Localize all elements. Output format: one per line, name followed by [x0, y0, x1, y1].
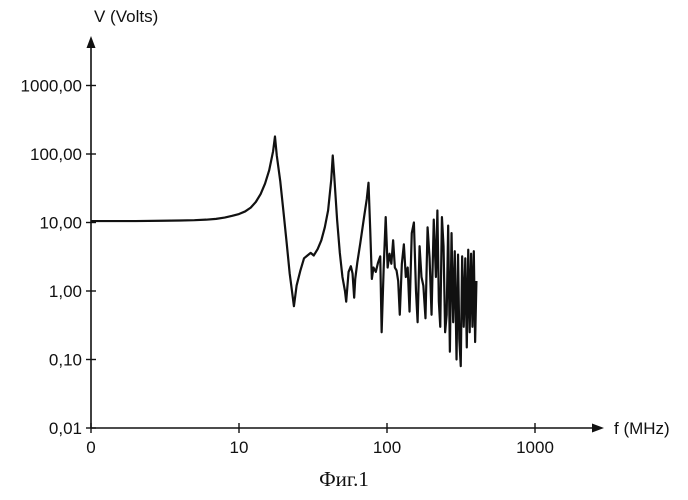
x-axis: [91, 424, 604, 433]
x-tick-label: 10: [230, 438, 249, 457]
y-axis: [87, 36, 96, 428]
x-tick-label: 1000: [516, 438, 554, 457]
y-axis-arrow: [87, 36, 96, 48]
y-tick-label: 100,00: [30, 145, 82, 164]
y-tick-label: 1000,00: [21, 77, 82, 96]
y-tick-label: 10,00: [39, 214, 82, 233]
series-group: [91, 137, 476, 367]
x-tick-label: 100: [373, 438, 401, 457]
y-axis-title: V (Volts): [94, 7, 158, 26]
x-axis-title: f (MHz): [614, 419, 670, 438]
x-tick-label: 0: [86, 438, 95, 457]
y-ticks: 0,01 0,10 1,00 10,00 100,00 1000,00: [21, 77, 96, 439]
figure-caption: Фиг.1: [0, 467, 688, 492]
series-line: [91, 137, 476, 367]
y-tick-label: 0,10: [49, 351, 82, 370]
y-tick-label: 1,00: [49, 282, 82, 301]
y-tick-label: 0,01: [49, 419, 82, 438]
x-axis-arrow: [592, 424, 604, 433]
